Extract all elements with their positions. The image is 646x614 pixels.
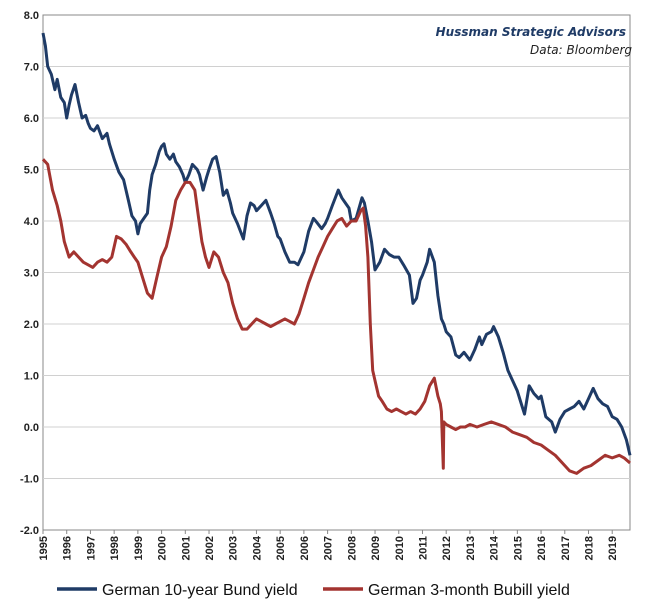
x-tick-label: 2003: [228, 536, 240, 560]
x-tick-label: 2002: [204, 536, 216, 560]
x-tick-label: 1995: [38, 536, 50, 560]
series-lines: [41, 32, 632, 475]
y-tick-label: 3.0: [24, 268, 39, 280]
y-tick-label: 4.0: [24, 216, 39, 228]
series-line-bubill: [41, 158, 631, 475]
source-data: Data: Bloomberg: [530, 43, 632, 57]
x-tick-label: 2013: [465, 536, 477, 560]
x-tick-label: 2011: [417, 536, 429, 560]
y-tick-label: 8.0: [24, 10, 39, 22]
x-tick-label: 1998: [109, 536, 121, 560]
x-tick-label: 2017: [560, 536, 572, 560]
series-line-bund: [41, 32, 632, 456]
x-tick-label: 2000: [157, 536, 169, 560]
x-tick-label: 2001: [180, 536, 192, 560]
x-tick-label: 1997: [85, 536, 97, 560]
y-tick-label: -2.0: [20, 525, 39, 537]
y-tick-label: 7.0: [24, 62, 39, 74]
x-tick-label: 2009: [370, 536, 382, 560]
y-tick-label: 0.0: [24, 422, 39, 434]
x-tick-label: 2016: [536, 536, 548, 560]
y-tick-label: 5.0: [24, 165, 39, 177]
y-tick-label: 1.0: [24, 371, 39, 383]
x-tick-label: 1996: [62, 536, 74, 560]
x-tick-label: 2006: [299, 536, 311, 560]
x-tick-label: 2008: [346, 536, 358, 560]
x-tick-label: 2015: [512, 536, 524, 560]
x-axis-ticks: 1995 1996 1997 1998 1999 2000 2001 2002 2003 2004…: [38, 530, 619, 560]
y-axis-ticks: 8.0 7.0 6.0 5.0 4.0 3.0 2.0 1.0 0.0 -1.0 -2.0: [20, 10, 39, 537]
gridlines: [43, 66, 630, 479]
x-tick-label: 2007: [323, 536, 335, 560]
x-tick-label: 2012: [441, 536, 453, 560]
x-tick-label: 2004: [251, 535, 263, 560]
source-attribution: Hussman Strategic Advisors: [436, 25, 626, 39]
y-tick-label: 2.0: [24, 319, 39, 331]
y-tick-label: 6.0: [24, 113, 39, 125]
legend: German 10-year Bund yield German 3-month…: [57, 582, 570, 599]
x-tick-label: 2005: [275, 536, 287, 560]
x-tick-label: 2010: [394, 536, 406, 560]
x-tick-label: 1999: [133, 536, 145, 560]
x-tick-label: 2018: [583, 536, 595, 560]
y-tick-label: -1.0: [20, 474, 39, 486]
x-tick-label: 2014: [489, 535, 501, 560]
legend-label-bund: German 10-year Bund yield: [102, 582, 298, 599]
legend-label-bubill: German 3-month Bubill yield: [368, 582, 570, 599]
x-tick-label: 2019: [607, 536, 619, 560]
